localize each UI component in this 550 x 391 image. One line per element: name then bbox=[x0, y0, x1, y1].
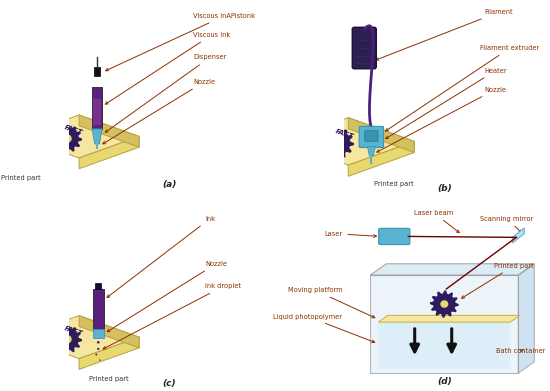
Text: Filament extruder: Filament extruder bbox=[386, 45, 540, 131]
Text: Ink droplet: Ink droplet bbox=[103, 283, 241, 349]
Circle shape bbox=[97, 341, 100, 344]
Text: Liquid photopolymer: Liquid photopolymer bbox=[273, 314, 375, 343]
Polygon shape bbox=[348, 118, 414, 152]
Text: Substrate: Substrate bbox=[0, 390, 1, 391]
FancyBboxPatch shape bbox=[92, 88, 102, 129]
FancyBboxPatch shape bbox=[359, 126, 383, 147]
Circle shape bbox=[62, 335, 72, 344]
Text: Laser beam: Laser beam bbox=[414, 210, 459, 233]
Text: Ink: Ink bbox=[107, 215, 215, 298]
Text: Printed part: Printed part bbox=[461, 263, 534, 298]
Polygon shape bbox=[79, 136, 139, 169]
Text: Laser: Laser bbox=[324, 231, 376, 237]
FancyBboxPatch shape bbox=[94, 99, 101, 125]
Text: Printed part: Printed part bbox=[89, 376, 129, 382]
Polygon shape bbox=[320, 127, 354, 159]
Text: Nozzle: Nozzle bbox=[103, 79, 215, 144]
Polygon shape bbox=[513, 228, 524, 243]
Text: (c): (c) bbox=[162, 379, 176, 388]
Text: (b): (b) bbox=[437, 184, 452, 193]
Circle shape bbox=[95, 353, 97, 355]
Polygon shape bbox=[79, 337, 139, 369]
FancyBboxPatch shape bbox=[352, 27, 376, 69]
Polygon shape bbox=[378, 322, 510, 369]
Polygon shape bbox=[348, 142, 414, 176]
Polygon shape bbox=[370, 264, 535, 275]
Text: Substrate: Substrate bbox=[0, 390, 1, 391]
Text: (a): (a) bbox=[162, 181, 177, 190]
Polygon shape bbox=[518, 264, 535, 373]
Text: Scanning mirror: Scanning mirror bbox=[480, 215, 534, 233]
FancyBboxPatch shape bbox=[365, 131, 378, 141]
Text: Filament: Filament bbox=[376, 9, 513, 60]
Text: Viscous inAPistonk: Viscous inAPistonk bbox=[106, 13, 255, 71]
Polygon shape bbox=[19, 115, 139, 158]
Text: Printed part: Printed part bbox=[1, 175, 41, 181]
Text: FAST: FAST bbox=[63, 325, 83, 337]
Polygon shape bbox=[52, 325, 82, 353]
Polygon shape bbox=[19, 316, 139, 359]
Polygon shape bbox=[430, 291, 459, 317]
Text: Substrate: Substrate bbox=[0, 390, 1, 391]
Text: (d): (d) bbox=[437, 377, 452, 386]
Polygon shape bbox=[52, 124, 82, 153]
Polygon shape bbox=[282, 118, 414, 165]
Circle shape bbox=[62, 134, 72, 143]
Text: Printed part: Printed part bbox=[375, 181, 414, 187]
Text: Bath container: Bath container bbox=[496, 348, 546, 353]
Text: Dispenser: Dispenser bbox=[105, 54, 227, 132]
Text: Nozzle: Nozzle bbox=[107, 261, 227, 332]
FancyBboxPatch shape bbox=[93, 329, 104, 337]
Text: Nozzle: Nozzle bbox=[377, 86, 507, 152]
Polygon shape bbox=[92, 129, 102, 144]
Polygon shape bbox=[378, 316, 520, 322]
Text: Moving platform: Moving platform bbox=[288, 287, 375, 318]
Text: Heater: Heater bbox=[386, 68, 507, 139]
Circle shape bbox=[332, 138, 343, 148]
FancyBboxPatch shape bbox=[93, 289, 104, 330]
FancyBboxPatch shape bbox=[95, 283, 101, 289]
Circle shape bbox=[97, 348, 100, 350]
Circle shape bbox=[99, 359, 101, 361]
Text: FAST: FAST bbox=[63, 124, 83, 136]
FancyBboxPatch shape bbox=[379, 228, 410, 244]
FancyBboxPatch shape bbox=[94, 67, 100, 76]
Polygon shape bbox=[367, 146, 376, 156]
Polygon shape bbox=[79, 115, 139, 147]
Circle shape bbox=[440, 300, 449, 308]
Polygon shape bbox=[370, 275, 518, 373]
Polygon shape bbox=[79, 316, 139, 348]
Text: Viscous ink: Viscous ink bbox=[106, 32, 230, 104]
Text: FAST: FAST bbox=[334, 129, 354, 140]
